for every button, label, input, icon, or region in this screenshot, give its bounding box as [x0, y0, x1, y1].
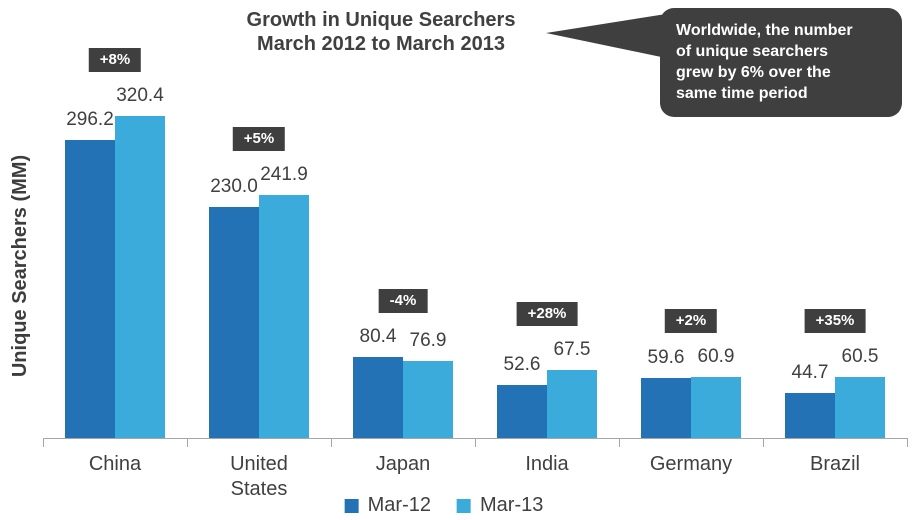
bar-mar-12-brazil [785, 393, 835, 438]
x-axis-tick [331, 438, 332, 447]
bar-value-mar-13-china: 320.4 [116, 84, 164, 106]
bar-value-mar-13-united-states: 241.9 [260, 163, 308, 185]
bar-mar-13-japan [403, 360, 453, 438]
bar-value-mar-12-india: 52.6 [503, 354, 541, 376]
bar-mar-12-germany [641, 378, 691, 438]
chart-title: Growth in Unique Searchers March 2012 to… [216, 8, 546, 56]
bar-value-mar-12-germany: 59.6 [647, 347, 685, 369]
x-axis-tick [187, 438, 188, 447]
callout-text-line: of unique searchers [676, 43, 829, 60]
category-label-china: China [88, 453, 142, 475]
x-axis-tick [907, 438, 908, 447]
category-label-japan: Japan [375, 453, 431, 475]
growth-badge-india: +28% [516, 302, 578, 327]
x-axis-tick [43, 438, 44, 447]
bar-mar-13-germany [691, 376, 741, 438]
legend-label-mar-12: Mar-12 [367, 494, 431, 516]
callout-bubble: Worldwide, the number of unique searcher… [660, 8, 902, 117]
growth-badge-united-states: +5% [232, 126, 286, 151]
legend-swatch-mar-13 [457, 498, 471, 513]
bar-mar-13-china [115, 115, 165, 438]
bar-value-mar-13-germany: 60.9 [697, 345, 735, 367]
bar-value-mar-12-china: 296.2 [66, 109, 114, 131]
growth-badge-china: +8% [88, 47, 142, 72]
bar-mar-12-japan [353, 357, 403, 438]
x-axis-tick [475, 438, 476, 447]
callout-text-line: grew by 6% over the [676, 64, 831, 81]
legend: Mar-12 Mar-13 [344, 494, 543, 517]
callout-text-line: Worldwide, the number [676, 22, 853, 39]
growth-badge-japan: -4% [378, 289, 428, 314]
bar-value-mar-12-brazil: 44.7 [791, 362, 829, 384]
bar-mar-13-india [547, 370, 597, 438]
legend-swatch-mar-12 [344, 498, 359, 513]
category-label-germany: Germany [649, 453, 733, 475]
callout-tail-pointer [546, 14, 666, 58]
x-axis-tick [763, 438, 764, 447]
legend-item-mar-12: Mar-12 [344, 494, 431, 517]
bar-value-mar-12-united-states: 230.0 [210, 175, 258, 197]
category-label-brazil: Brazil [809, 453, 860, 475]
chart-title-line2: March 2012 to March 2013 [257, 33, 505, 55]
chart-title-line1: Growth in Unique Searchers [246, 9, 516, 31]
bar-mar-13-brazil [835, 377, 885, 438]
bar-mar-13-united-states [259, 194, 309, 438]
growth-badge-brazil: +35% [804, 309, 866, 334]
bar-mar-12-china [65, 140, 115, 438]
category-label-united-states: United States [230, 453, 288, 500]
category-label-india: India [525, 453, 569, 475]
x-axis-tick [619, 438, 620, 447]
bar-value-mar-13-brazil: 60.5 [841, 346, 879, 368]
callout-text-line: same time period [676, 85, 808, 102]
legend-label-mar-13: Mar-13 [480, 494, 544, 516]
growth-badge-germany: +2% [664, 308, 718, 333]
y-axis-label: Unique Searchers (MM) [9, 154, 31, 378]
bar-mar-12-india [497, 385, 547, 438]
bar-mar-12-united-states [209, 206, 259, 438]
legend-item-mar-13: Mar-13 [457, 494, 543, 517]
bar-value-mar-12-japan: 80.4 [359, 326, 397, 348]
bar-value-mar-13-india: 67.5 [553, 339, 591, 361]
bar-value-mar-13-japan: 76.9 [409, 329, 447, 351]
